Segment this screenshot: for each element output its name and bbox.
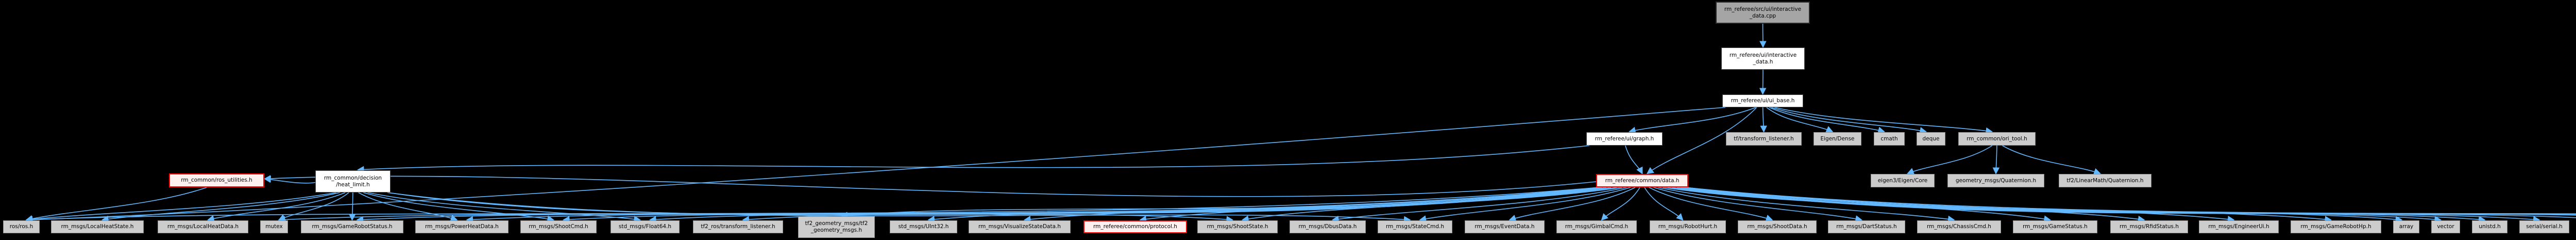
graph-node-idh[interactable]: rm_referee/ui/interactive _data.h bbox=[1721, 47, 1805, 70]
edge-ros_utilities-to-ros_ros bbox=[25, 187, 207, 222]
graph-node-array[interactable]: array bbox=[2393, 220, 2419, 233]
graph-node-visualize[interactable]: rm_msgs/VisualizeStateData.h bbox=[969, 220, 1071, 233]
edge-data_h-to-ros_utilities bbox=[263, 175, 1597, 197]
edge-uibase-to-ori_tool bbox=[1774, 107, 1993, 135]
graph-node-geo-quat[interactable]: geometry_msgs/Quaternion.h bbox=[1947, 174, 2044, 187]
graph-node-shoot-data[interactable]: rm_msgs/ShootData.h bbox=[1738, 220, 1817, 233]
edge-uibase-to-tf_listener bbox=[1760, 107, 1767, 133]
edge-heat_limit-to-mutex bbox=[278, 192, 349, 221]
edge-ori_tool-to-tf2lm_quat bbox=[2002, 145, 2101, 175]
edge-data_h-to-unistd bbox=[1684, 187, 2486, 223]
graph-node-gimbal-cmd[interactable]: rm_msgs/GimbalCmd.h bbox=[1556, 220, 1637, 233]
graph-node-float64[interactable]: std_msgs/Float64.h bbox=[611, 220, 680, 233]
edge-ori_tool-to-geo_quat bbox=[1992, 145, 2000, 175]
graph-node-tf-listener[interactable]: tf/transform_listener.h bbox=[1726, 132, 1802, 146]
graph-node-ori-tool[interactable]: rm_common/ori_tool.h bbox=[1958, 132, 2036, 146]
graph-node-rfid-status[interactable]: rm_msgs/RfidStatus.h bbox=[2110, 220, 2188, 233]
graph-node-eigen3-core[interactable]: eigen3/Eigen/Core bbox=[1871, 174, 1935, 187]
edge-uibase-to-ros_ros bbox=[25, 107, 1726, 223]
edge-heat_limit-to-game_robot_status bbox=[348, 192, 356, 221]
graph-node-tf2lm-quat[interactable]: tf2/LinearMath/Quaternion.h bbox=[2059, 174, 2151, 187]
edge-heat_limit-to-ros_utilities bbox=[263, 175, 316, 184]
edge-heat_limit-to-ros_ros bbox=[25, 192, 336, 223]
edge-data_h-to-status_change bbox=[1685, 187, 2576, 214]
edge-data_h-to-shoot_data bbox=[1649, 187, 1773, 222]
graph-node-engineer-ui[interactable]: rm_msgs/EngineerUi.h bbox=[2199, 220, 2279, 233]
edge-heat_limit-to-state_cmd bbox=[387, 192, 1411, 223]
graph-node-shoot-cmd[interactable]: rm_msgs/ShootCmd.h bbox=[520, 220, 597, 233]
graph-node-vector[interactable]: vector bbox=[2431, 220, 2460, 233]
graph-node-root[interactable]: rm_referee/src/ui/interactive _data.cpp bbox=[1716, 2, 1810, 24]
edge-heat_limit-to-float64 bbox=[367, 192, 641, 223]
graph-node-dart-status[interactable]: rm_msgs/DartStatus.h bbox=[1828, 220, 1905, 233]
graph-node-heat-limit[interactable]: rm_common/decision /heat_limit.h bbox=[315, 170, 391, 193]
edge-data_h-to-dbus bbox=[1331, 187, 1627, 223]
graph-node-uint32[interactable]: std_msgs/UInt32.h bbox=[890, 220, 957, 233]
edge-uibase-to-cmath bbox=[1769, 107, 1885, 134]
graph-node-chassis-cmd[interactable]: rm_msgs/ChassisCmd.h bbox=[1917, 220, 2001, 233]
edge-data_h-to-shoot_state bbox=[1241, 187, 1622, 222]
graph-node-event-data[interactable]: rm_msgs/EventData.h bbox=[1465, 220, 1545, 233]
edge-data_h-to-robot_hurt bbox=[1644, 187, 1684, 221]
edge-uibase-to-eigen_dense bbox=[1766, 107, 1834, 133]
graph-node-game-status[interactable]: rm_msgs/GameStatus.h bbox=[2013, 220, 2097, 233]
edge-uibase-to-deque bbox=[1771, 107, 1927, 134]
graph-node-local-heat-data[interactable]: rm_msgs/LocalHeatData.h bbox=[158, 220, 248, 233]
graph-node-game-robot-status[interactable]: rm_msgs/GameRobotStatus.h bbox=[301, 220, 403, 233]
graph-node-game-robot-hp[interactable]: rm_msgs/GameRobotHp.h bbox=[2291, 220, 2381, 233]
edge-graph-to-data_h bbox=[1624, 145, 1643, 174]
edge-graph-to-heat_limit bbox=[357, 145, 1590, 173]
graph-node-state-cmd[interactable]: rm_msgs/StateCmd.h bbox=[1378, 220, 1452, 233]
edge-heat_limit-to-local_heat_data bbox=[207, 192, 346, 222]
graph-node-tf2-ros-listener[interactable]: tf2_ros/transform_listener.h bbox=[693, 220, 783, 233]
edge-data_h-to-serial bbox=[1685, 187, 2540, 223]
edge-data_h-to-gimbal_cmd bbox=[1601, 187, 1640, 221]
graph-node-tf2-geom[interactable]: tf2_geometry_msgs/tf2 _geometry_msgs.h bbox=[798, 216, 875, 238]
graph-node-mutex[interactable]: mutex bbox=[260, 220, 288, 233]
graph-node-robot-hurt[interactable]: rm_msgs/RobotHurt.h bbox=[1650, 220, 1726, 233]
graph-node-cmath[interactable]: cmath bbox=[1874, 132, 1905, 146]
graph-node-data-h[interactable]: rm_referee/common/data.h bbox=[1596, 174, 1688, 187]
graph-node-serial[interactable]: serial/serial.h bbox=[2519, 220, 2569, 233]
graph-node-deque[interactable]: deque bbox=[1917, 132, 1945, 146]
graph-node-eigen-dense[interactable]: Eigen/Dense bbox=[1814, 132, 1861, 146]
graph-node-shoot-state[interactable]: rm_msgs/ShootState.h bbox=[1197, 220, 1278, 233]
edge-data_h-to-array bbox=[1680, 187, 2403, 223]
graph-node-unistd[interactable]: unistd.h bbox=[2472, 220, 2507, 233]
graph-node-power-heat-data[interactable]: rm_msgs/PowerHeatData.h bbox=[415, 220, 509, 233]
graph-node-ros-ros[interactable]: ros/ros.h bbox=[3, 220, 40, 233]
edge-data_h-to-engineer_ui bbox=[1672, 187, 2235, 223]
edge-data_h-to-dart_status bbox=[1653, 187, 1863, 222]
edge-uibase-to-graph bbox=[1629, 107, 1756, 134]
graph-node-ros-utilities[interactable]: rm_common/ros_utilities.h bbox=[169, 173, 264, 187]
graph-node-protocol[interactable]: rm_referee/common/protocol.h bbox=[1083, 220, 1187, 233]
graph-node-uibase[interactable]: rm_referee/ui/ui_base.h bbox=[1722, 94, 1803, 107]
graph-node-dbus[interactable]: rm_msgs/DbusData.h bbox=[1290, 220, 1366, 233]
edge-data_h-to-state_cmd bbox=[1419, 187, 1631, 222]
edge-uibase-to-data_h bbox=[1646, 107, 1757, 174]
graph-node-graph[interactable]: rm_referee/ui/graph.h bbox=[1586, 132, 1663, 146]
graph-node-local-heat-state[interactable]: rm_msgs/LocalHeatState.h bbox=[51, 220, 144, 233]
edge-data_h-to-chassis_cmd bbox=[1658, 187, 1955, 223]
edge-heat_limit-to-power_heat_data bbox=[358, 192, 458, 221]
edge-data_h-to-event_data bbox=[1509, 187, 1636, 222]
edge-ori_tool-to-eigen3_core bbox=[1907, 145, 1993, 175]
